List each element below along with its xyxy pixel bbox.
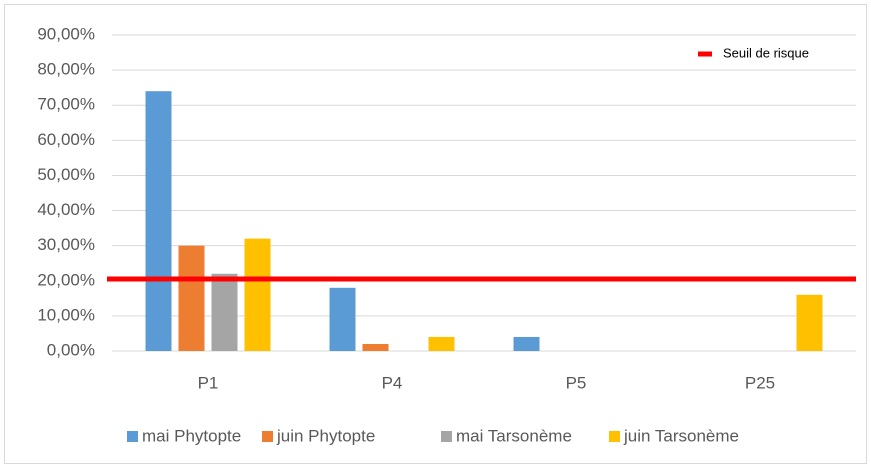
bar — [178, 245, 205, 351]
y-tick-label: 50,00% — [37, 165, 95, 184]
legend-label: mai Phytopte — [142, 426, 241, 445]
bar — [329, 287, 356, 351]
y-tick-label: 30,00% — [37, 235, 95, 254]
legend-swatch — [609, 431, 620, 442]
y-tick-label: 80,00% — [37, 60, 95, 79]
y-tick-label: 60,00% — [37, 130, 95, 149]
y-tick-label: 90,00% — [37, 24, 95, 43]
legend-label: juin Tarsonème — [623, 426, 739, 445]
x-tick-label: P4 — [382, 373, 403, 392]
bar — [796, 294, 823, 351]
x-tick-label: P5 — [566, 373, 587, 392]
bar — [513, 336, 540, 351]
bar — [428, 336, 455, 351]
y-tick-label: 10,00% — [37, 305, 95, 324]
legend-swatch — [127, 431, 138, 442]
bar — [244, 238, 271, 351]
legend-swatch — [262, 431, 273, 442]
bar — [145, 91, 172, 351]
legend-label: juin Phytopte — [276, 426, 375, 445]
y-tick-label: 20,00% — [37, 270, 95, 289]
y-tick-label: 0,00% — [47, 340, 95, 359]
x-tick-label: P1 — [198, 373, 219, 392]
y-tick-label: 70,00% — [37, 95, 95, 114]
bar — [362, 343, 389, 351]
legend-label: Seuil de risque — [723, 45, 809, 60]
legend-swatch — [441, 431, 452, 442]
bar — [211, 273, 238, 351]
chart-border — [4, 4, 867, 464]
y-tick-label: 40,00% — [37, 200, 95, 219]
legend-label: mai Tarsonème — [456, 426, 572, 445]
x-tick-label: P25 — [745, 373, 775, 392]
